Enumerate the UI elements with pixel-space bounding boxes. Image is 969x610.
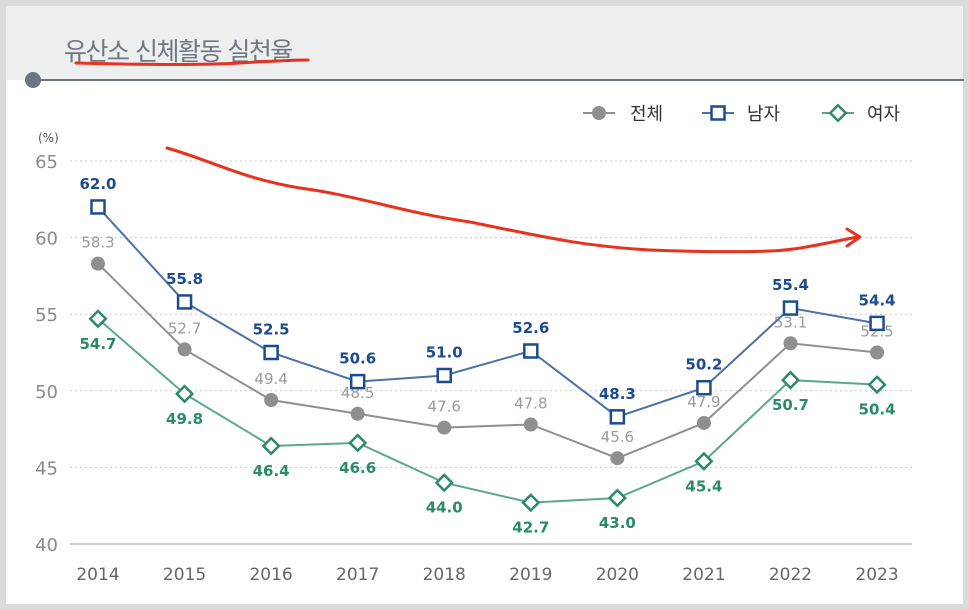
x-tick-label: 2018	[423, 565, 466, 585]
legend-marker-diamond	[828, 103, 848, 123]
data-point-diamond	[175, 384, 195, 404]
legend-marker-square	[710, 105, 726, 121]
data-label: 42.7	[512, 519, 549, 537]
data-point-square	[263, 344, 279, 361]
data-label: 52.5	[253, 321, 290, 339]
data-point-square	[696, 379, 712, 396]
y-tick-label: 40	[35, 535, 58, 556]
data-label: 45.6	[601, 428, 634, 446]
data-label: 54.7	[79, 335, 116, 353]
data-label: 45.4	[685, 477, 722, 495]
data-label: 47.6	[428, 398, 461, 416]
x-tick-label: 2014	[76, 565, 119, 585]
data-label: 48.3	[599, 385, 636, 403]
legend-label: 남자	[747, 104, 781, 125]
data-label: 55.4	[772, 276, 809, 294]
data-point-square	[349, 373, 366, 390]
data-label: 47.9	[687, 393, 720, 411]
data-point-square	[609, 409, 626, 425]
data-point-circle	[696, 415, 711, 430]
data-point-circle	[610, 451, 625, 466]
data-point-diamond	[780, 370, 801, 390]
data-point-diamond	[348, 433, 368, 453]
data-label: 52.6	[512, 319, 549, 337]
data-point-circle	[264, 392, 279, 407]
data-label: 50.2	[685, 356, 722, 374]
data-label: 58.3	[81, 234, 114, 252]
data-point-square	[90, 199, 106, 215]
data-point-diamond	[867, 375, 887, 395]
data-point-circle	[91, 256, 105, 271]
x-tick-label: 2023	[855, 565, 898, 585]
data-point-diamond	[607, 488, 627, 508]
data-label: 52.7	[168, 319, 201, 337]
x-tick-label: 2015	[163, 565, 206, 585]
data-point-square	[436, 367, 452, 384]
series-line-square	[97, 206, 878, 418]
data-point-circle	[437, 420, 452, 435]
y-tick-label: 45	[35, 458, 58, 479]
data-point-square	[176, 294, 193, 310]
header-bullet	[25, 72, 41, 88]
y-tick-label: 50	[35, 382, 58, 403]
y-tick-label: 60	[35, 229, 58, 250]
data-point-diamond	[694, 451, 714, 471]
x-tick-label: 2022	[769, 565, 812, 585]
data-point-circle	[870, 345, 885, 360]
data-label: 47.8	[514, 395, 547, 413]
data-label: 62.0	[79, 175, 116, 193]
x-tick-label: 2019	[509, 565, 552, 585]
data-point-square	[782, 300, 799, 316]
data-label: 53.1	[774, 313, 807, 331]
data-label: 50.6	[339, 350, 376, 368]
trend-arrow	[165, 146, 860, 254]
data-label: 52.5	[860, 323, 893, 341]
data-label: 54.4	[859, 291, 896, 309]
data-label: 43.0	[599, 514, 636, 532]
data-point-circle	[350, 406, 365, 421]
data-label: 50.4	[859, 401, 896, 419]
y-tick-label: 55	[35, 305, 58, 326]
y-axis-unit: (%)	[38, 131, 59, 145]
data-point-diamond	[261, 436, 281, 456]
x-tick-label: 2016	[249, 565, 292, 585]
data-point-square	[523, 343, 539, 359]
data-label: 55.8	[166, 270, 203, 288]
trend-arrowhead	[845, 227, 862, 248]
x-tick-label: 2020	[596, 565, 639, 585]
data-label: 44.0	[426, 499, 463, 517]
data-label: 49.4	[254, 370, 287, 388]
x-tick-label: 2017	[336, 565, 379, 585]
series-line-diamond	[97, 318, 878, 504]
data-point-circle	[523, 417, 538, 432]
data-point-circle	[177, 342, 192, 357]
data-label: 49.8	[166, 410, 203, 428]
title-underline	[74, 58, 310, 66]
y-tick-label: 65	[35, 152, 58, 173]
data-label: 46.6	[339, 459, 376, 477]
data-point-square	[869, 315, 885, 332]
data-point-diamond	[434, 473, 454, 493]
data-label: 46.4	[253, 462, 290, 480]
legend-label: 전체	[630, 104, 663, 125]
header-band	[6, 6, 963, 80]
data-point-diamond	[88, 309, 108, 329]
legend-label: 여자	[867, 104, 901, 125]
x-tick-label: 2021	[682, 565, 725, 585]
legend-marker-circle	[592, 106, 606, 120]
chart-card: 유산소 신체활동 실천율	[6, 6, 963, 604]
data-point-diamond	[521, 493, 541, 513]
data-label: 50.7	[772, 396, 809, 414]
data-point-circle	[783, 336, 798, 351]
data-label: 48.5	[341, 384, 374, 402]
series-line-circle	[97, 262, 878, 460]
data-label: 51.0	[426, 343, 463, 361]
